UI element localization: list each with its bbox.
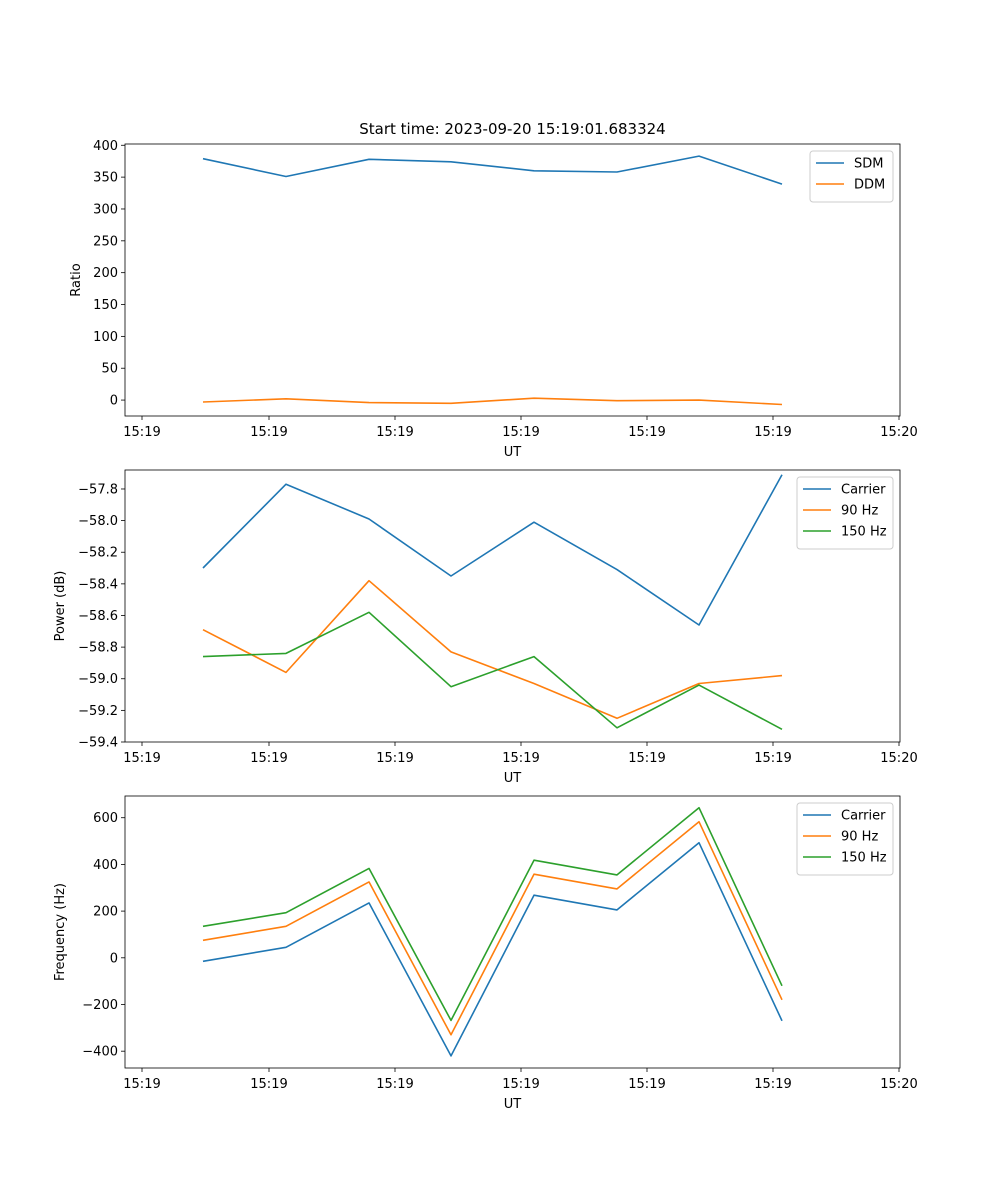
x-tick-label: 15:19 [376, 751, 413, 766]
x-tick-label: 15:19 [123, 1077, 160, 1092]
y-tick-label: 200 [93, 266, 118, 281]
series-line-ddm [202, 397, 783, 406]
x-tick-label: 15:19 [250, 425, 287, 440]
y-tick-label: 0 [110, 394, 118, 409]
y-tick-label: 350 [93, 171, 118, 186]
figure-title: Start time: 2023-09-20 15:19:01.683324 [359, 120, 666, 138]
y-axis-label: Power (dB) [53, 571, 68, 642]
x-tick-label: 15:20 [880, 751, 917, 766]
x-tick-label: 15:19 [123, 751, 160, 766]
x-tick-label: 15:19 [376, 425, 413, 440]
x-tick-label: 15:19 [754, 425, 791, 440]
x-tick-label: 15:19 [754, 751, 791, 766]
frequency-subplot: 15:19 15:19 15:19 15:19 15:19 15:19 15:20 −400 −… [53, 795, 918, 1112]
y-tick-label: 100 [93, 330, 118, 345]
legend-label: Carrier [841, 483, 886, 498]
series-line-150-hz [202, 611, 783, 731]
plot-frame [124, 795, 901, 1069]
x-axis-label: UT [504, 1097, 522, 1112]
y-tick-label: 400 [93, 139, 118, 154]
series-line-sdm [202, 155, 783, 185]
y-tick-label: 200 [93, 905, 118, 920]
y-tick-label: −58.2 [78, 546, 118, 561]
plot-frame [124, 143, 901, 417]
y-tick-label: 150 [93, 298, 118, 313]
y-tick-label: 600 [93, 811, 118, 826]
y-tick-label: −58.0 [78, 514, 118, 529]
series-line-150-hz [202, 806, 783, 1022]
plot-frame [124, 469, 901, 743]
legend-label: 90 Hz [841, 504, 878, 519]
legend-label: 150 Hz [841, 525, 887, 540]
series-line-90-hz [202, 579, 783, 720]
y-tick-label: −57.8 [78, 482, 118, 497]
x-tick-label: 15:19 [628, 425, 665, 440]
x-tick-label: 15:19 [376, 1077, 413, 1092]
y-tick-label: −58.6 [78, 609, 118, 624]
x-axis-label: UT [504, 771, 522, 786]
series-line-90-hz [202, 820, 783, 1036]
x-tick-label: 15:19 [502, 425, 539, 440]
y-tick-label: −200 [82, 998, 118, 1013]
legend-label: 90 Hz [841, 830, 878, 845]
x-tick-label: 15:19 [628, 751, 665, 766]
y-tick-label: −400 [82, 1045, 118, 1060]
y-axis-label: Ratio [69, 263, 84, 296]
x-tick-label: 15:20 [880, 425, 917, 440]
y-axis-label: Frequency (Hz) [53, 883, 68, 981]
series-line-carrier [202, 474, 783, 626]
x-tick-label: 15:19 [250, 1077, 287, 1092]
y-tick-label: 0 [110, 951, 118, 966]
y-tick-label: −59.4 [78, 736, 118, 751]
x-axis-label: UT [504, 445, 522, 460]
y-tick-label: −58.8 [78, 641, 118, 656]
y-tick-label: 50 [101, 362, 118, 377]
power-subplot: 15:19 15:19 15:19 15:19 15:19 15:19 15:20 −59.4… [53, 469, 918, 786]
y-tick-label: 400 [93, 858, 118, 873]
legend-label: 150 Hz [841, 851, 887, 866]
x-tick-label: 15:19 [502, 1077, 539, 1092]
legend-label: DDM [854, 178, 885, 193]
series-line-carrier [202, 841, 783, 1057]
ratio-subplot: 15:19 15:19 15:19 15:19 15:19 15:19 15:20 0 50 10… [69, 139, 918, 460]
legend-label: Carrier [841, 809, 886, 824]
y-tick-label: −58.4 [78, 577, 118, 592]
x-tick-label: 15:19 [502, 751, 539, 766]
x-tick-label: 15:19 [754, 1077, 791, 1092]
y-tick-label: −59.2 [78, 704, 118, 719]
y-tick-label: 250 [93, 234, 118, 249]
y-tick-label: −59.0 [78, 672, 118, 687]
x-tick-label: 15:19 [250, 751, 287, 766]
x-tick-label: 15:19 [123, 425, 160, 440]
legend-label: SDM [854, 157, 883, 172]
y-tick-label: 300 [93, 202, 118, 217]
x-tick-label: 15:19 [628, 1077, 665, 1092]
x-tick-label: 15:20 [880, 1077, 917, 1092]
